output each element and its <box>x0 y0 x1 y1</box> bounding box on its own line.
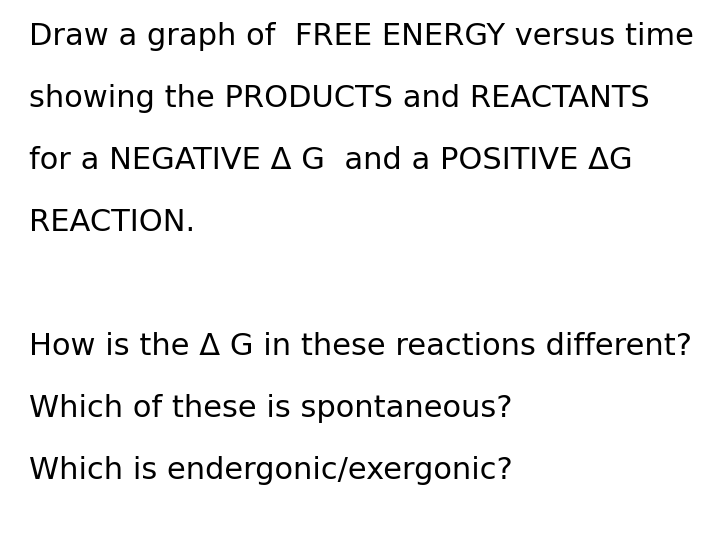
Text: Which is endergonic/exergonic?: Which is endergonic/exergonic? <box>29 456 513 485</box>
Text: Which of these is spontaneous?: Which of these is spontaneous? <box>29 394 513 423</box>
Text: for a NEGATIVE Δ G  and a POSITIVE ΔG: for a NEGATIVE Δ G and a POSITIVE ΔG <box>29 146 632 175</box>
Text: How is the Δ G in these reactions different?: How is the Δ G in these reactions differ… <box>29 332 692 361</box>
Text: Draw a graph of  FREE ENERGY versus time: Draw a graph of FREE ENERGY versus time <box>29 22 693 51</box>
Text: showing the PRODUCTS and REACTANTS: showing the PRODUCTS and REACTANTS <box>29 84 649 113</box>
Text: REACTION.: REACTION. <box>29 208 195 237</box>
